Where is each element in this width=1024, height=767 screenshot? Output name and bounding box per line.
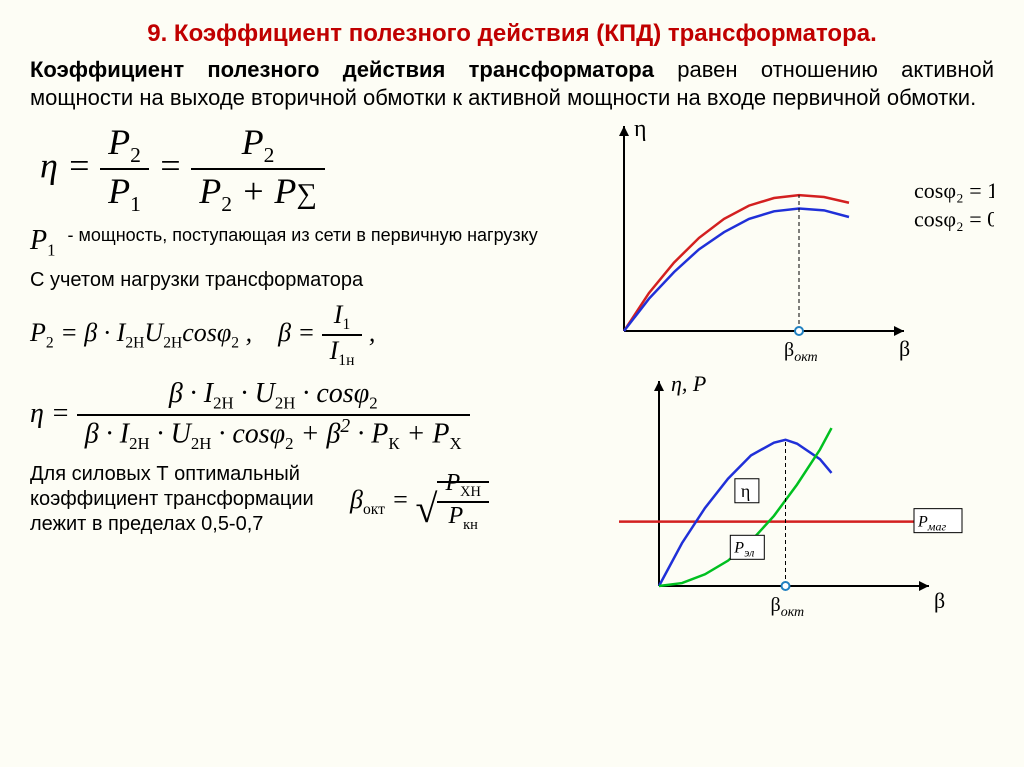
svg-text:βокт: βокт xyxy=(771,594,805,620)
intro-paragraph: Коэффициент полезного действия трансформ… xyxy=(30,56,994,111)
p1-symbol: P1 xyxy=(30,225,56,261)
formula-eta-expanded: η = β · I2Н · U2Н · cosφ2 β · I2Н · U2Н … xyxy=(30,378,564,454)
load-consideration-text: С учетом нагрузки трансформатора xyxy=(30,269,564,292)
svg-text:cosφ₂ = 0,8: cosφ₂ = 0,8 xyxy=(914,207,994,232)
svg-text:cosφ₂ = 1: cosφ₂ = 1 xyxy=(914,178,994,203)
chart-eta-p-vs-beta: η, PββоктηPэлPмаг xyxy=(564,361,994,621)
svg-text:η, P: η, P xyxy=(671,371,706,396)
page-title: 9. Коэффициент полезного действия (КПД) … xyxy=(30,20,994,48)
formula-eta-main: η = P2P1 = P2P2 + P∑ xyxy=(40,121,564,217)
formula-p2-beta: P2 = β · I2НU2Нcosφ2 , β = I1I1н , xyxy=(30,300,564,370)
chart-efficiency-vs-beta: ηββоктcosφ₂ = 1cosφ₂ = 0,8 xyxy=(564,111,994,371)
bottom-note: Для силовых Т оптимальный коэффициент тр… xyxy=(30,462,330,537)
p1-note-text: - мощность, поступающая из сети в первич… xyxy=(68,225,538,247)
svg-text:η: η xyxy=(741,481,750,501)
svg-text:β: β xyxy=(899,336,910,361)
formula-beta-okt: βокт = √PXHPкн xyxy=(350,470,489,534)
intro-bold: Коэффициент полезного действия трансформ… xyxy=(30,57,654,82)
svg-text:β: β xyxy=(934,588,945,613)
svg-text:η: η xyxy=(634,116,647,142)
